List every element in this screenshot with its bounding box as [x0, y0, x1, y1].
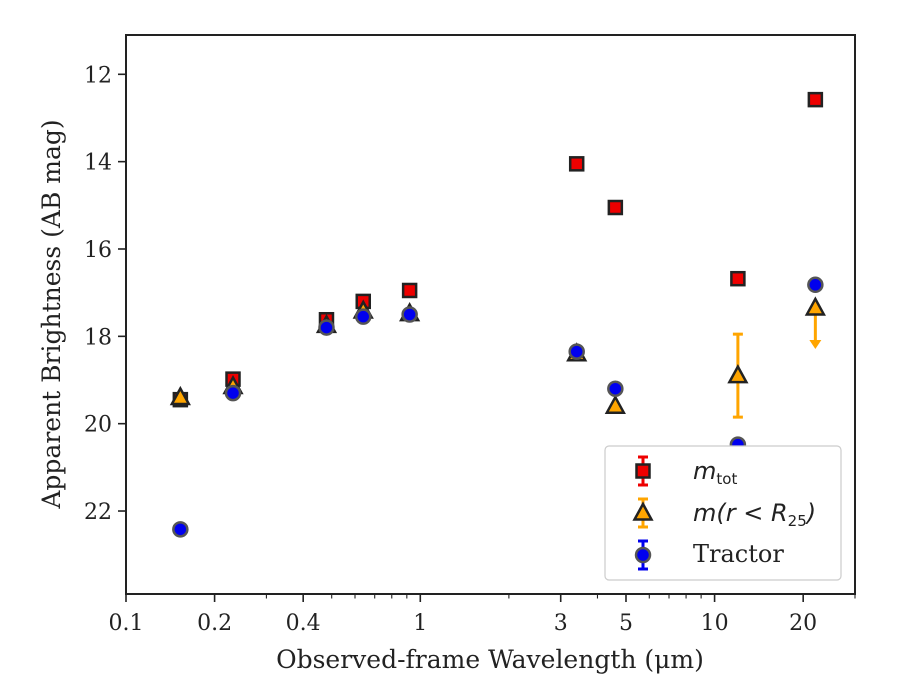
x-tick-label: 0.4 — [286, 611, 321, 636]
x-axis-label: Observed-frame Wavelength (μm) — [276, 645, 704, 674]
x-tick-label: 0.2 — [197, 611, 232, 636]
y-tick-label: 18 — [84, 325, 112, 350]
legend-label-mr: m(r < R25) — [693, 499, 816, 530]
circle-marker — [607, 380, 624, 397]
circle-marker — [318, 319, 335, 336]
circle-marker — [355, 308, 372, 325]
x-tick-label: 1 — [413, 611, 427, 636]
y-tick-label: 20 — [84, 413, 112, 438]
y-axis-label: Apparent Brightness (AB mag) — [37, 119, 66, 509]
x-tick-label: 0.1 — [109, 611, 144, 636]
legend: mtot m(r < R25) Tractor — [604, 445, 842, 581]
circle-marker — [224, 384, 242, 402]
x-tick-label: 20 — [789, 611, 817, 636]
upper-limit-arrowhead — [809, 339, 822, 349]
x-tick-label: 3 — [554, 611, 568, 636]
square-marker — [807, 91, 824, 108]
x-axis: 0.1 0.2 0.4 1 3 5 10 20 — [109, 594, 856, 636]
y-tick-label: 14 — [84, 151, 112, 176]
data-marks — [169, 91, 826, 538]
circle-marker — [807, 276, 824, 294]
legend-triangle-marker — [632, 501, 654, 521]
y-tick-label: 22 — [84, 500, 112, 525]
plot-frame — [125, 34, 856, 595]
square-marker — [401, 282, 418, 299]
legend-circle-marker — [634, 546, 652, 564]
y-tick-label: 16 — [84, 238, 112, 263]
circle-marker — [401, 306, 418, 323]
x-tick-label: 5 — [619, 611, 633, 636]
triangle-marker — [169, 385, 191, 406]
square-marker — [607, 199, 624, 216]
legend-label-tractor: Tractor — [693, 540, 784, 568]
triangle-marker — [804, 296, 826, 316]
y-axis: 12 14 16 18 20 22 — [84, 63, 126, 525]
legend-symbols — [632, 455, 654, 571]
triangle-marker — [727, 364, 749, 384]
circle-marker — [568, 343, 585, 360]
y-tick-label: 12 — [84, 63, 112, 88]
legend-box — [604, 445, 842, 581]
legend-square-marker — [635, 463, 651, 479]
x-tick-label: 10 — [701, 611, 729, 636]
triangle-marker — [604, 394, 626, 414]
square-marker — [730, 270, 746, 287]
circle-marker — [172, 521, 189, 538]
square-marker — [568, 156, 585, 172]
legend-label-mtot: mtot — [693, 457, 737, 488]
